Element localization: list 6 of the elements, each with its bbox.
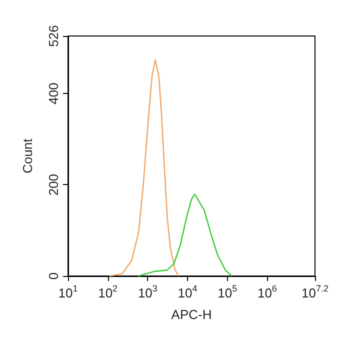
x-axis-title: APC-H [171,307,212,322]
y-axis-title: Count [20,138,35,174]
y-tick-label: 0 [46,272,61,280]
y-tick-label: 400 [46,82,61,104]
y-tick-label: 200 [46,174,61,196]
y-tick-label: 526 [46,25,61,47]
